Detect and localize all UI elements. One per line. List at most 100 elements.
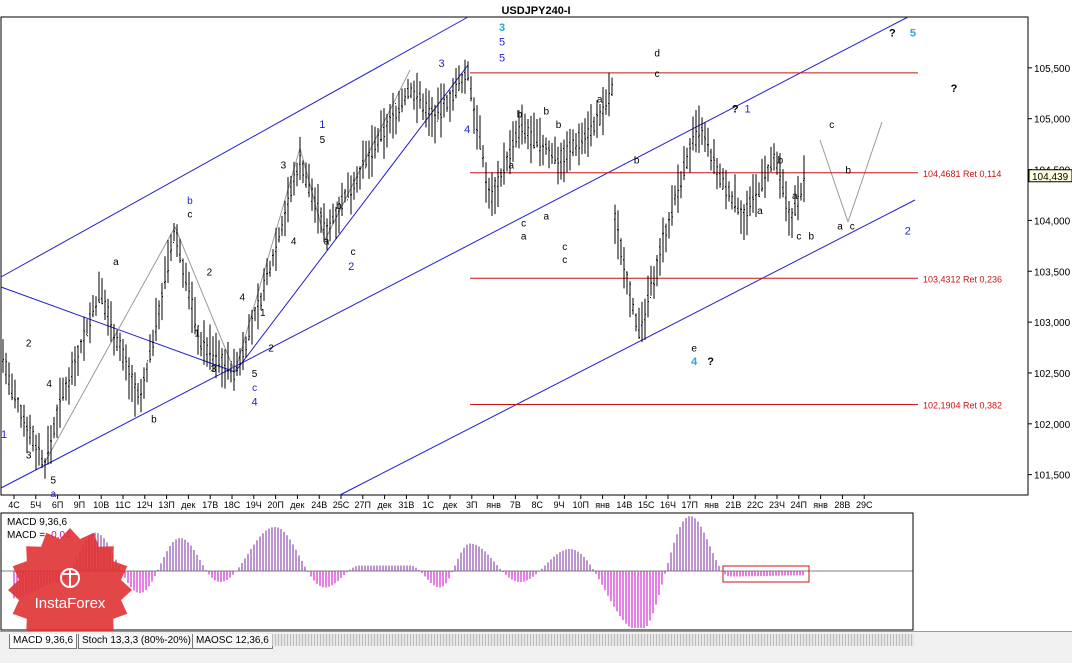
wave-label: 4 xyxy=(291,237,297,248)
wave-label: ? xyxy=(951,83,958,95)
time-tick-label: 11С xyxy=(115,500,131,510)
tab-maosc[interactable]: MAOSC 12,36,6 xyxy=(192,634,273,649)
wave-label: ? xyxy=(732,104,739,116)
price-tick-label: 104,000 xyxy=(1034,216,1071,227)
time-tick-label: 14В xyxy=(616,500,632,510)
time-tick-label: 27П xyxy=(355,500,371,510)
time-tick-label: янв xyxy=(704,500,719,510)
wave-label: a xyxy=(597,94,603,105)
price-tick-label: 105,000 xyxy=(1034,115,1071,126)
wave-label: 1 xyxy=(194,328,200,339)
wave-label: c xyxy=(796,232,801,243)
price-tick-label: 101,500 xyxy=(1034,471,1071,482)
wave-label: c xyxy=(252,383,257,394)
wave-label: c xyxy=(850,221,855,232)
time-tick-label: 16Ч xyxy=(660,500,676,510)
time-axis: 4С 5Ч 6П 9П 10В 11С 12Ч 13П дек 17В 18С 19Ч 20П дек 24… xyxy=(8,495,873,510)
wave-label: c xyxy=(829,120,834,131)
projection-line xyxy=(174,226,236,373)
time-tick-label: 24В xyxy=(311,500,327,510)
price-tick-label: 103,500 xyxy=(1034,267,1071,278)
time-tick-label: 31В xyxy=(398,500,414,510)
fib-level-label: 104,4681 Ret 0,114 xyxy=(923,169,1001,179)
wave-label: a xyxy=(51,489,57,500)
macd-highlight-box xyxy=(722,565,810,583)
time-tick-label: 22С xyxy=(747,500,764,510)
time-tick-label: 9Ч xyxy=(553,500,564,510)
fib-levels: 104,4681 Ret 0,114 103,4312 Ret 0,236 102,… xyxy=(470,72,1002,410)
time-tick-label: дек xyxy=(377,500,391,510)
time-tick-label: дек xyxy=(290,500,304,510)
wave-label: 2 xyxy=(905,226,911,238)
wave-label: a xyxy=(324,237,330,248)
wave-label: c xyxy=(562,255,567,266)
channel-line xyxy=(0,16,909,489)
projection-line xyxy=(44,226,176,463)
time-tick-label: 10П xyxy=(573,500,589,510)
time-tick-label: 24П xyxy=(791,500,807,510)
time-tick-label: 12Ч xyxy=(137,500,153,510)
tab-macd[interactable]: MACD 9,36,6 xyxy=(9,634,78,649)
wave-label: 3 xyxy=(211,364,217,375)
wave-label: 2 xyxy=(207,267,213,278)
chart-title: USDJPY240-I xyxy=(501,5,570,17)
wave-label: b xyxy=(517,110,523,121)
time-tick-label: 6П xyxy=(52,500,63,510)
current-price-label: 104,439 xyxy=(1032,172,1069,183)
main-pane xyxy=(0,16,1029,496)
time-tick-label: 1С xyxy=(422,500,434,510)
time-tick-label: 10В xyxy=(93,500,109,510)
time-tick-label: 20П xyxy=(267,500,283,510)
time-tick-label: 7В xyxy=(510,500,521,510)
time-tick-label: 3П xyxy=(466,500,477,510)
instaforex-logo: InstaForex xyxy=(8,528,132,652)
wave-label: 4 xyxy=(464,124,470,136)
time-tick-label: 18С xyxy=(224,500,241,510)
wave-label: 3 xyxy=(438,58,444,70)
wave-label: 2 xyxy=(348,261,354,273)
instaforex-emblem-icon xyxy=(60,568,80,588)
wave-label: 5 xyxy=(252,369,258,380)
time-tick-label: 28В xyxy=(834,500,850,510)
wave-label: e xyxy=(691,344,697,355)
wave-label: a xyxy=(521,232,527,243)
time-tick-label: дек xyxy=(443,500,457,510)
wave-label: ? xyxy=(889,27,896,39)
channel-line xyxy=(0,16,469,278)
indicator-tabs: MACD 9,36,6 Stoch 13,3,3 (80%-20%) MAOSC… xyxy=(0,631,1072,663)
time-tick-label: 21В xyxy=(725,500,741,510)
tabs-scroll-strip[interactable] xyxy=(272,634,914,646)
time-tick-label: 8С xyxy=(531,500,543,510)
macd-value-text: MACD = -0,04 xyxy=(7,530,71,541)
price-axis: 105,500105,000104,500104,000103,500103,0… xyxy=(1028,64,1072,482)
wave-label: 4 xyxy=(239,293,245,304)
wave-label: a xyxy=(792,191,798,202)
time-tick-label: 23Ч xyxy=(769,500,785,510)
current-price-box xyxy=(1028,169,1072,183)
time-tick-label: янв xyxy=(595,500,610,510)
candlesticks xyxy=(2,59,805,479)
time-tick-label: 5Ч xyxy=(30,500,41,510)
tab-stoch[interactable]: Stoch 13,3,3 (80%-20%) xyxy=(78,634,195,649)
wave-label: b xyxy=(808,232,814,243)
time-tick-label: 15С xyxy=(638,500,655,510)
wave-label: d xyxy=(654,49,660,60)
fib-level-label: 103,4312 Ret 0,236 xyxy=(923,274,1002,284)
wave-label: 2 xyxy=(26,338,32,349)
wave-label: a xyxy=(543,211,549,222)
wave-label: b xyxy=(187,196,193,207)
time-tick-label: 4С xyxy=(8,500,20,510)
wave-label: b xyxy=(151,415,157,426)
wave-label: 5 xyxy=(320,135,326,146)
wave-label: 3 xyxy=(26,450,32,461)
time-tick-label: 25С xyxy=(333,500,350,510)
time-tick-label: 17В xyxy=(202,500,218,510)
wave-label: a xyxy=(113,257,119,268)
fib-level-label: 102,1904 Ret 0,382 xyxy=(923,400,1002,410)
projection-line xyxy=(819,139,849,223)
projection-line xyxy=(847,121,883,223)
channel-line xyxy=(339,199,916,496)
price-tick-label: 103,000 xyxy=(1034,318,1071,329)
